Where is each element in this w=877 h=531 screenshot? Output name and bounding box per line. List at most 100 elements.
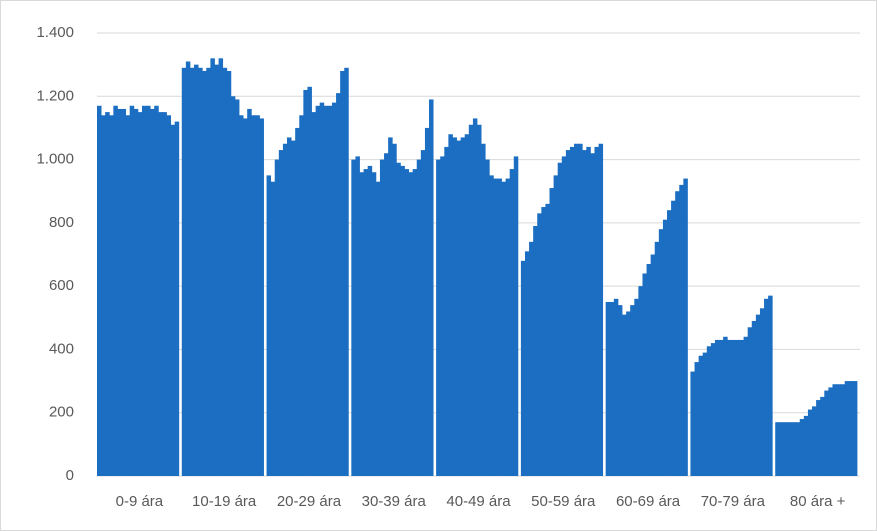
bar (731, 339, 736, 476)
bar (448, 134, 453, 476)
bar (549, 188, 554, 477)
bar (690, 371, 695, 476)
bar (468, 124, 474, 476)
bar (243, 118, 248, 476)
y-tick-label: 1.000 (36, 151, 74, 168)
bar (137, 112, 143, 476)
bar (824, 390, 829, 476)
bar (129, 105, 135, 477)
bar (509, 169, 515, 477)
bar (456, 140, 462, 477)
bar (355, 156, 360, 476)
bar (429, 99, 434, 476)
bar (412, 169, 418, 477)
bar (714, 339, 720, 476)
bar (222, 67, 228, 477)
x-tick-label: 70-79 ára (701, 493, 766, 510)
bar (336, 93, 341, 476)
bar (125, 115, 131, 477)
bar (630, 305, 635, 476)
y-tick-label: 200 (49, 404, 74, 421)
bar (662, 219, 668, 476)
bar (105, 112, 110, 476)
bar (609, 301, 615, 476)
bar (807, 409, 813, 476)
bar (751, 320, 757, 476)
bar (820, 396, 825, 476)
bar (783, 422, 788, 476)
y-tick-label: 400 (49, 340, 74, 357)
bar (505, 178, 511, 477)
bar (452, 137, 457, 476)
bar (541, 207, 546, 477)
bar (622, 314, 627, 476)
bar (251, 115, 256, 477)
bar (194, 64, 199, 477)
bar (319, 102, 325, 476)
bar (379, 159, 385, 477)
bar (206, 67, 211, 477)
bar (270, 181, 276, 476)
bar (836, 384, 842, 476)
bar (775, 422, 780, 476)
bar (117, 108, 122, 476)
bar (392, 143, 397, 476)
bar (367, 165, 373, 476)
bar (646, 263, 652, 476)
bar (230, 96, 236, 477)
bar (408, 172, 414, 476)
bar (158, 112, 163, 476)
bar (586, 146, 591, 476)
bar (307, 86, 312, 477)
bar (779, 422, 784, 476)
y-tick-label: 800 (49, 214, 74, 231)
bar (113, 105, 118, 477)
bar (537, 213, 542, 476)
y-tick-label: 600 (49, 277, 74, 294)
bar (694, 362, 700, 476)
bar (582, 150, 587, 477)
bar (444, 146, 449, 476)
bar (303, 89, 308, 476)
bar (832, 384, 837, 476)
bar (545, 203, 550, 476)
bar (650, 254, 656, 476)
bar (795, 422, 801, 476)
bar (634, 298, 639, 476)
x-tick-label: 20-29 ára (277, 493, 342, 510)
bar (617, 305, 623, 476)
bar (803, 415, 809, 476)
bar (844, 381, 850, 476)
bar (654, 241, 660, 476)
bar (234, 99, 240, 476)
bar (170, 124, 176, 476)
bar (202, 70, 207, 476)
bar (384, 153, 389, 476)
bar (613, 298, 619, 476)
bar (278, 150, 284, 477)
bar (561, 156, 567, 476)
bar (598, 143, 604, 476)
bar (698, 355, 704, 476)
bar (226, 70, 232, 476)
bar (557, 162, 563, 476)
bar (218, 58, 224, 477)
bar (154, 105, 159, 477)
bar (485, 159, 490, 477)
bar (340, 70, 345, 476)
bar (739, 339, 744, 476)
bar (424, 127, 430, 476)
bar (489, 175, 494, 476)
bar (174, 121, 180, 476)
bar (759, 308, 765, 476)
bar (747, 327, 753, 476)
bar (816, 400, 821, 476)
bar (359, 172, 364, 476)
x-tick-label: 60-69 ára (616, 493, 681, 510)
bar (768, 295, 773, 476)
bar (493, 178, 498, 477)
bar (710, 343, 716, 476)
x-tick-label: 10-19 ára (192, 493, 257, 510)
x-tick-label: 30-39 ára (362, 493, 427, 510)
